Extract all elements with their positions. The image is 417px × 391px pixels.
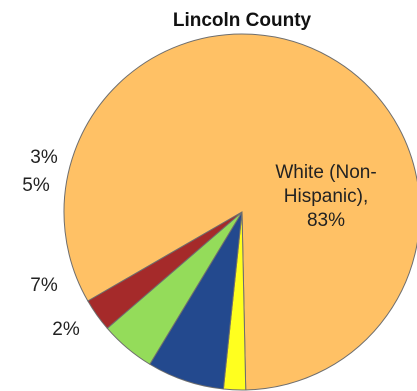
pie-slices [63, 33, 417, 391]
pie-labels: White (Non- Hispanic), 83% 2% 7% 5% 3% [22, 147, 376, 340]
slice-label-3: 5% [22, 175, 50, 196]
chart-title: Lincoln County [173, 10, 312, 31]
slice-label-line: 7% [30, 275, 58, 296]
slice-label-line: 5% [22, 175, 50, 196]
slice-label-line: 2% [52, 319, 80, 340]
pie-slice-0 [63, 33, 417, 391]
slice-label-line: 83% [307, 210, 345, 231]
slice-label-0: White (Non- Hispanic), 83% [275, 162, 376, 231]
slice-label-line: 3% [30, 147, 58, 168]
slice-label-4: 3% [30, 147, 58, 168]
slice-label-2: 7% [30, 275, 58, 296]
slice-label-line: White (Non- [275, 162, 376, 183]
slice-label-1: 2% [52, 319, 80, 340]
slice-label-line: Hispanic), [284, 186, 368, 207]
pie-slice-4 [87, 211, 243, 330]
